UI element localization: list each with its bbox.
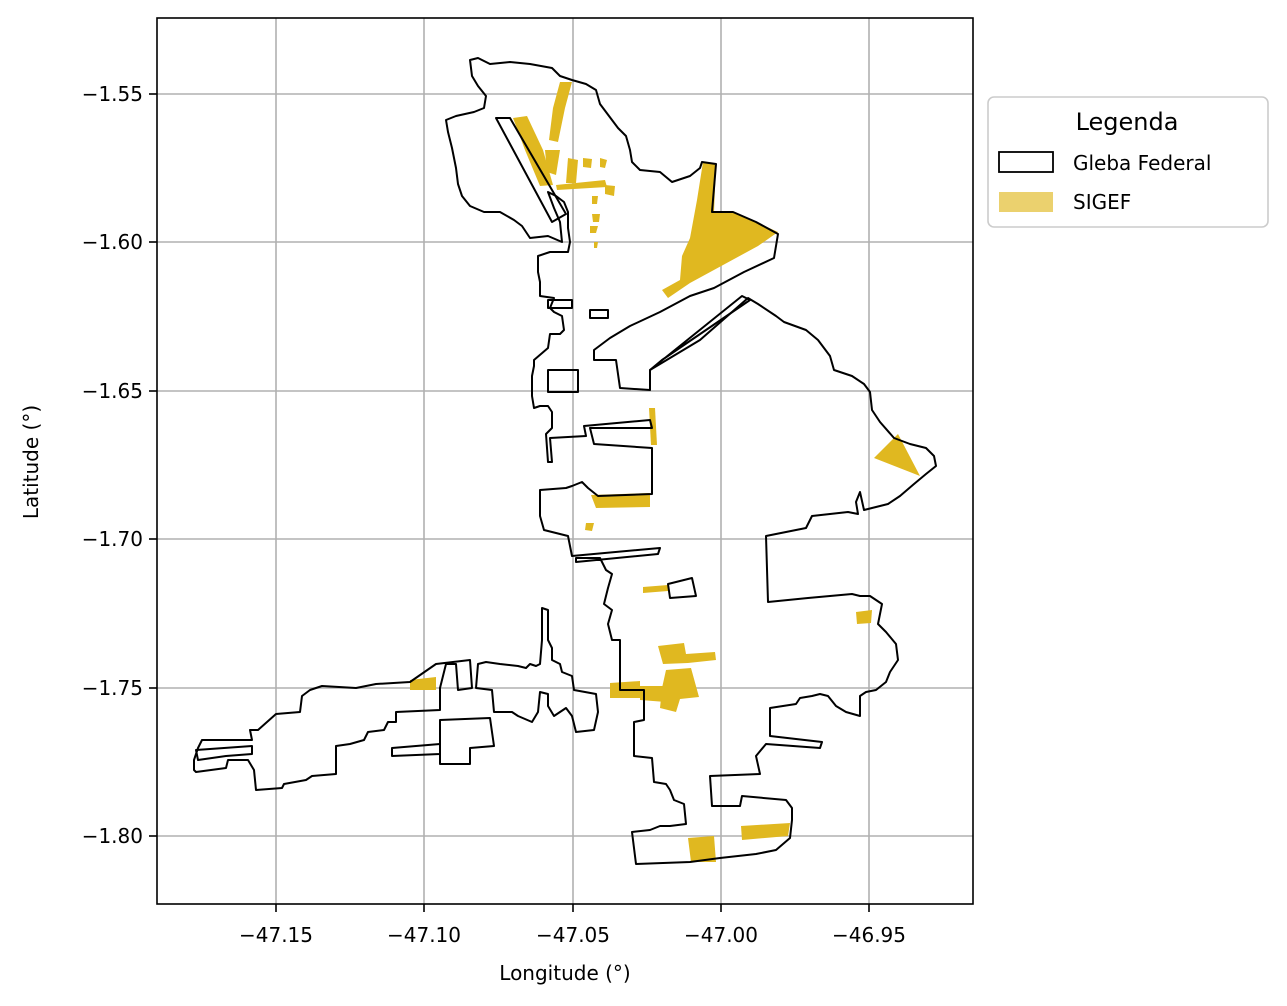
- sigef-parcel: [640, 686, 666, 702]
- sigef-parcel: [592, 214, 600, 222]
- y-tick-label: −1.60: [82, 230, 143, 254]
- sigef-parcel: [566, 158, 578, 183]
- sigef-parcel: [556, 180, 607, 190]
- legend-title: Legenda: [1076, 108, 1179, 136]
- x-tick-label: −46.95: [832, 923, 906, 947]
- sigef-parcel: [410, 677, 436, 690]
- x-axis-label: Longitude (°): [499, 961, 630, 985]
- gleba-main: [445, 57, 937, 865]
- legend-swatch-sigef: [999, 192, 1053, 212]
- legend-swatch-gleba: [998, 151, 1054, 173]
- gleba-block: [547, 299, 573, 309]
- sigef-parcel: [590, 226, 598, 233]
- gleba-corridor: [649, 295, 751, 371]
- gleba-block: [667, 577, 697, 599]
- gleba-block: [589, 309, 609, 319]
- x-tick-label: −47.05: [536, 923, 610, 947]
- legend-box: [987, 96, 1269, 228]
- sigef-parcel: [874, 434, 920, 476]
- y-tick-label: −1.70: [82, 527, 143, 551]
- sigef-parcel: [592, 196, 598, 204]
- gleba-federal-outlines: [193, 57, 937, 865]
- sigef-parcel: [856, 610, 872, 624]
- y-tick-label: −1.80: [82, 824, 143, 848]
- plot-area: [156, 17, 974, 905]
- sigef-parcel: [605, 185, 615, 196]
- x-tick-label: −47.15: [239, 923, 313, 947]
- y-axis-label: Latitude (°): [19, 405, 43, 519]
- sigef-parcel: [688, 836, 716, 862]
- sigef-parcel: [649, 408, 657, 445]
- legend-label-gleba: Gleba Federal: [1073, 151, 1211, 175]
- gleba-block: [391, 743, 441, 757]
- sigef-parcel: [600, 158, 607, 168]
- gleba-west-inner: [195, 745, 253, 761]
- gleba-strip: [495, 117, 567, 223]
- sigef-parcel: [594, 242, 598, 248]
- y-tick-label: −1.55: [82, 82, 143, 106]
- y-axis-ticks: −1.55 −1.60 −1.65 −1.70 −1.75 −1.80: [82, 82, 157, 848]
- x-axis-ticks: −47.15 −47.10 −47.05 −47.00 −46.95: [239, 904, 906, 947]
- sigef-parcel: [741, 823, 790, 840]
- y-tick-label: −1.75: [82, 676, 143, 700]
- sigef-parcels: [410, 82, 920, 862]
- sigef-parcel: [660, 668, 699, 712]
- gleba-southwest-arm: [475, 607, 599, 733]
- grid-lines: [157, 18, 973, 904]
- gleba-block: [547, 369, 579, 393]
- sigef-parcel: [545, 150, 560, 175]
- sigef-parcel: [549, 82, 572, 142]
- x-tick-label: −47.10: [387, 923, 461, 947]
- sigef-parcel: [591, 493, 650, 508]
- y-tick-label: −1.65: [82, 379, 143, 403]
- gleba-west-arm: [193, 659, 473, 791]
- sigef-parcel: [658, 643, 716, 664]
- plot-frame: [156, 17, 974, 905]
- sigef-parcel: [662, 162, 778, 298]
- sigef-parcel: [643, 585, 668, 593]
- sigef-parcel: [585, 523, 594, 531]
- gleba-south-arm: [439, 717, 495, 765]
- legend-label-sigef: SIGEF: [1073, 190, 1131, 214]
- sigef-parcel: [583, 158, 592, 168]
- sigef-parcel: [513, 116, 553, 186]
- x-tick-label: −47.00: [684, 923, 758, 947]
- legend: Legenda Gleba Federal SIGEF: [987, 96, 1269, 228]
